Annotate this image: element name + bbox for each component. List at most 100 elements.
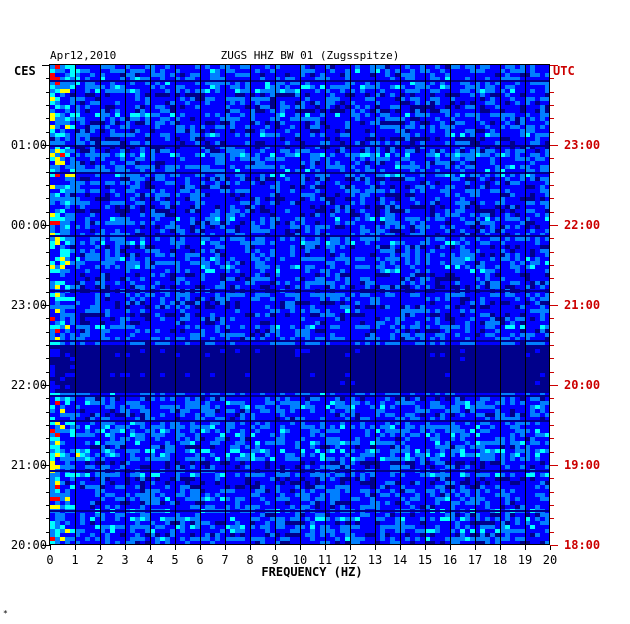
spectrogram-cell (520, 225, 525, 229)
spectrogram-cell (390, 97, 395, 101)
spectrogram-cell (130, 257, 135, 261)
spectrogram-cell (420, 229, 425, 233)
spectrogram-cell (55, 221, 60, 225)
spectrogram-cell (200, 221, 205, 225)
spectrogram-cell (455, 261, 460, 265)
spectrogram-cell (245, 141, 250, 145)
spectrogram-cell (170, 129, 175, 133)
spectrogram-cell (90, 105, 95, 109)
spectrogram-cell (290, 125, 295, 129)
spectrogram-cell (320, 165, 325, 169)
spectrogram-cell (190, 253, 195, 257)
spectrogram-cell (430, 193, 435, 197)
spectrogram-cell (375, 73, 380, 77)
spectrogram-cell (330, 237, 335, 241)
spectrogram-cell (50, 69, 55, 73)
spectrogram-cell (75, 77, 80, 81)
spectrogram-cell (235, 65, 240, 69)
spectrogram-cell (105, 177, 110, 181)
spectrogram-cell (390, 185, 395, 189)
spectrogram-cell (55, 205, 60, 209)
spectrogram-cell (460, 81, 465, 85)
spectrogram-cell (110, 257, 115, 261)
spectrogram-cell (280, 77, 285, 81)
spectrogram-cell (215, 197, 220, 201)
spectrogram-cell (435, 137, 440, 141)
spectrogram-cell (250, 197, 255, 201)
spectrogram-cell (310, 81, 315, 85)
spectrogram-cell (520, 157, 525, 161)
spectrogram-cell (65, 129, 70, 133)
spectrogram-cell (235, 133, 240, 137)
spectrogram-cell (420, 161, 425, 165)
spectrogram-cell (285, 109, 290, 113)
spectrogram-cell (490, 153, 495, 157)
spectrogram-cell (525, 181, 530, 185)
spectrogram-cell (365, 177, 370, 181)
spectrogram-cell (455, 257, 460, 261)
spectrogram-cell (175, 213, 180, 217)
spectrogram-cell (495, 121, 500, 125)
spectrogram-cell (265, 89, 270, 93)
spectrogram-cell (460, 225, 465, 229)
spectrogram-cell (510, 149, 515, 153)
spectrogram-cell (95, 117, 100, 121)
spectrogram-cell (220, 245, 225, 249)
spectrogram-cell (485, 81, 490, 85)
spectrogram-cell (250, 153, 255, 157)
spectrogram-cell (415, 65, 420, 69)
spectrogram-cell (395, 133, 400, 137)
spectrogram-cell (325, 201, 330, 205)
spectrogram-cell (210, 257, 215, 261)
spectrogram-cell (65, 177, 70, 181)
spectrogram-cell (320, 249, 325, 253)
spectrogram-cell (345, 213, 350, 217)
spectrogram-cell (320, 201, 325, 205)
spectrogram-cell (80, 201, 85, 205)
spectrogram-cell (150, 169, 155, 173)
spectrogram-cell (395, 93, 400, 97)
spectrogram-cell (440, 85, 445, 89)
spectrogram-cell (180, 181, 185, 185)
spectrogram-cell (245, 221, 250, 225)
spectrogram-cell (115, 165, 120, 169)
spectrogram-cell (530, 69, 535, 73)
spectrogram-cell (540, 89, 545, 93)
spectrogram-cell (335, 157, 340, 161)
spectrogram-cell (205, 133, 210, 137)
spectrogram-cell (320, 121, 325, 125)
spectrogram-cell (110, 221, 115, 225)
spectrogram-cell (495, 117, 500, 121)
spectrogram-cell (215, 157, 220, 161)
spectrogram-cell (440, 89, 445, 93)
spectrogram-cell (335, 77, 340, 81)
spectrogram-cell (125, 77, 130, 81)
spectrogram-cell (420, 81, 425, 85)
spectrogram-cell (160, 149, 165, 153)
spectrogram-cell (120, 93, 125, 97)
spectrogram-cell (450, 129, 455, 133)
spectrogram-cell (340, 213, 345, 217)
spectrogram-cell (525, 117, 530, 121)
spectrogram-cell (410, 241, 415, 245)
spectrogram-cell (50, 173, 55, 177)
spectrogram-cell (425, 257, 430, 261)
spectrogram-cell (475, 125, 480, 129)
spectrogram-cell (115, 121, 120, 125)
spectrogram-cell (530, 257, 535, 261)
spectrogram-cell (55, 193, 60, 197)
spectrogram-cell (230, 81, 235, 85)
spectrogram-cell (485, 189, 490, 193)
spectrogram-cell (75, 221, 80, 225)
spectrogram-cell (480, 101, 485, 105)
spectrogram-cell (380, 253, 385, 257)
spectrogram-cell (530, 141, 535, 145)
spectrogram-cell (245, 197, 250, 201)
spectrogram-cell (135, 153, 140, 157)
spectrogram-cell (120, 169, 125, 173)
spectrogram-cell (535, 141, 540, 145)
spectrogram-cell (380, 193, 385, 197)
spectrogram-cell (505, 169, 510, 173)
spectrogram-cell (300, 105, 305, 109)
spectrogram-cell (240, 141, 245, 145)
